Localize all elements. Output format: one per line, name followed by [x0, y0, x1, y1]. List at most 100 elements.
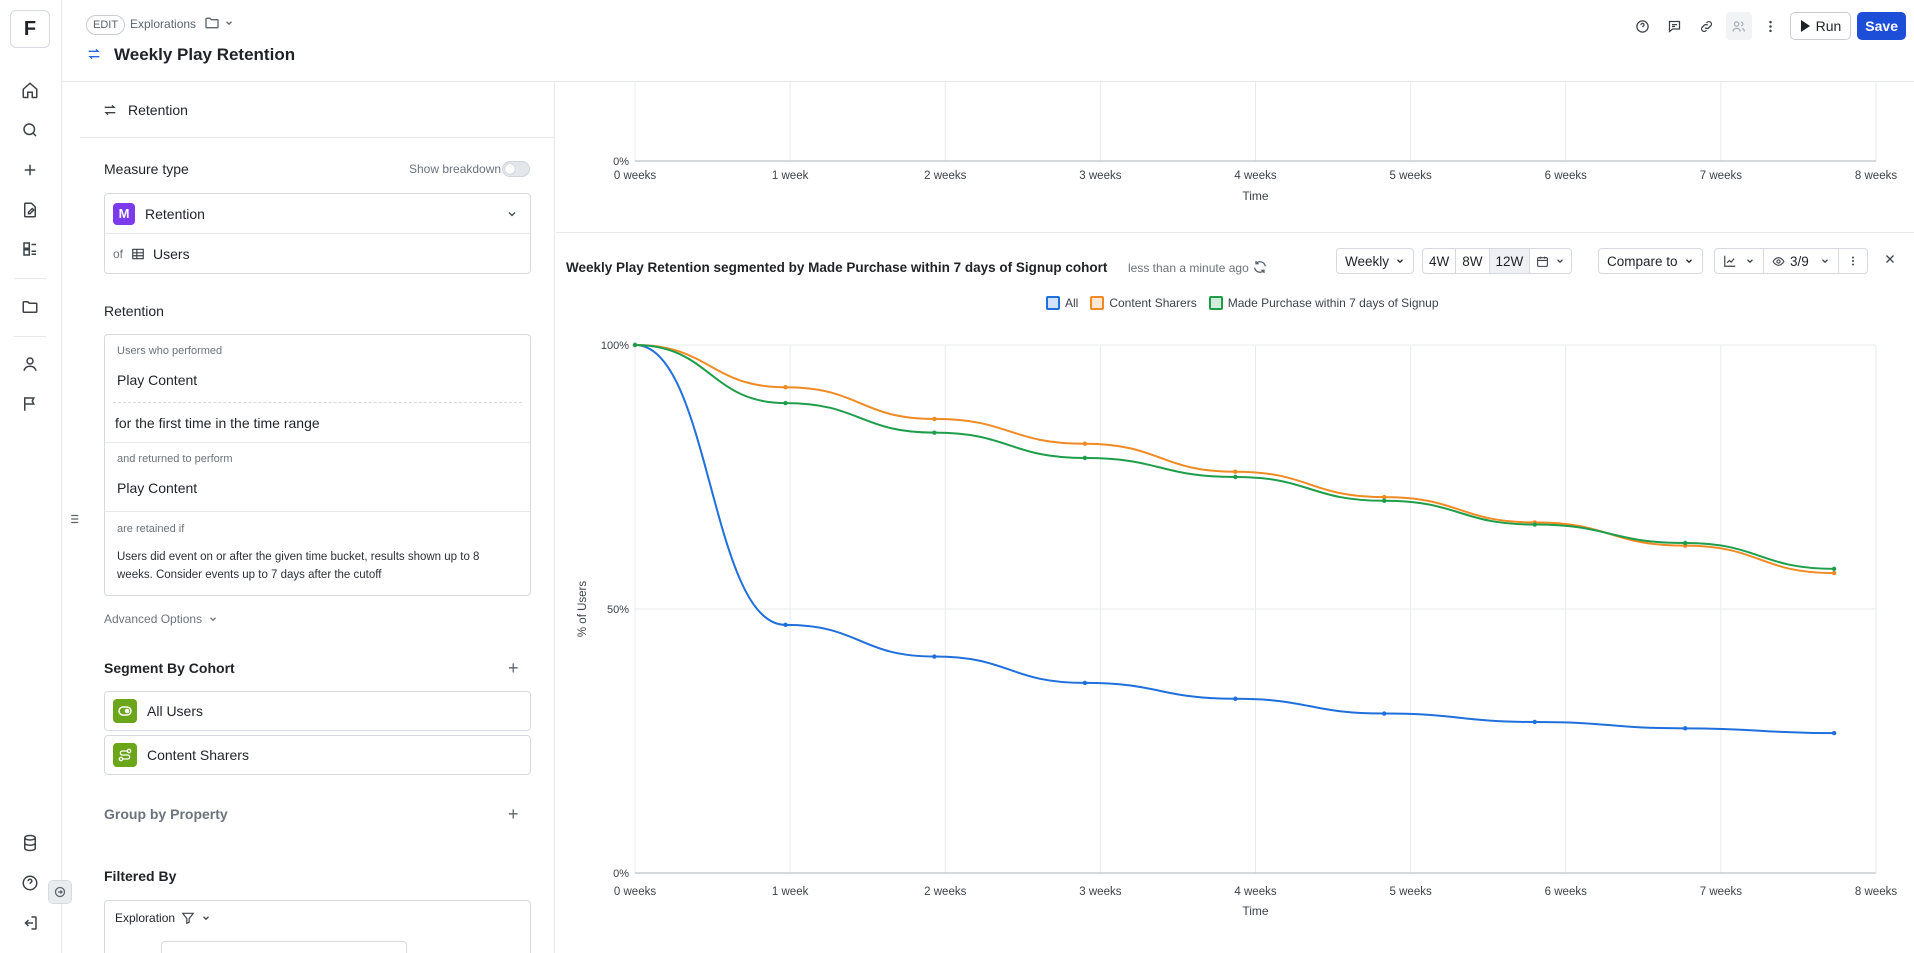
x-tick-label: 3 weeks	[1079, 886, 1121, 898]
chart-options: 3/9	[1714, 248, 1868, 274]
collapse-panel-button[interactable]	[48, 880, 72, 904]
panel-header: Retention	[80, 82, 554, 138]
performed-event[interactable]: Play Content	[117, 372, 198, 388]
flag-icon[interactable]	[17, 391, 43, 417]
help-icon[interactable]	[1630, 12, 1656, 40]
legend-swatch	[1208, 296, 1223, 310]
legend-label: Made Purchase within 7 days of Signup	[1227, 296, 1439, 310]
measure-badge: M	[113, 202, 135, 225]
measure-select[interactable]: M Retention	[105, 194, 530, 234]
help-icon[interactable]	[17, 870, 43, 896]
x-tick-label: 0 weeks	[614, 886, 656, 898]
returned-event[interactable]: Play Content	[117, 480, 198, 496]
path-cohort-icon	[113, 743, 137, 767]
y-tick-label: 100%	[601, 340, 629, 352]
data-point	[1233, 474, 1238, 480]
page-title[interactable]: Weekly Play Retention	[114, 45, 296, 64]
data-point	[1682, 540, 1688, 546]
more-vertical-icon[interactable]	[1758, 12, 1784, 40]
data-point	[783, 622, 788, 628]
data-point	[1082, 441, 1088, 446]
line-chart-icon	[1724, 255, 1736, 267]
logout-icon[interactable]	[17, 910, 43, 936]
series-line-content-sharers	[634, 344, 1835, 575]
range-selector: 4W 8W 12W	[1422, 248, 1573, 274]
chevron-down-icon	[1747, 259, 1753, 264]
edit-document-icon[interactable]	[17, 197, 43, 223]
filter-chip[interactable]	[161, 941, 407, 953]
add-cohort-icon[interactable]: +	[508, 658, 519, 678]
retention-title: Retention	[104, 303, 164, 319]
of-entity-row[interactable]: of Users	[105, 234, 530, 273]
range-8w[interactable]: 8W	[1456, 249, 1490, 273]
refresh-icon[interactable]	[1252, 259, 1268, 280]
filter-scope[interactable]: Exploration	[115, 911, 211, 925]
data-point	[1831, 566, 1837, 572]
link-icon[interactable]	[1694, 12, 1720, 40]
series-line-all	[634, 344, 1835, 735]
cohort-item[interactable]: All Users	[104, 691, 531, 731]
chart-title[interactable]: Weekly Play Retention segmented by Made …	[566, 260, 1108, 275]
left-rail: F	[0, 0, 62, 953]
x-tick-label: 7 weeks	[1700, 170, 1742, 182]
visible-series-count: 3/9	[1790, 253, 1809, 269]
cohort-item[interactable]: Content Sharers	[104, 735, 531, 775]
legend-item[interactable]: Content Sharers	[1090, 296, 1197, 310]
x-tick-label: 8 weeks	[1855, 886, 1897, 898]
x-tick-label: 1 week	[772, 170, 809, 182]
comment-icon[interactable]	[1662, 12, 1688, 40]
filter-scope-label: Exploration	[115, 911, 176, 925]
date-picker-button[interactable]	[1530, 249, 1571, 273]
search-icon[interactable]	[17, 117, 43, 143]
chevron-down-icon	[508, 211, 516, 216]
share-users-icon[interactable]	[1725, 12, 1752, 40]
time-condition[interactable]: for the first time in the time range	[115, 415, 320, 431]
x-tick-label: 2 weeks	[924, 170, 966, 182]
outline-list-icon[interactable]	[66, 512, 80, 531]
retained-label: are retained if	[117, 523, 185, 535]
interval-value: Weekly	[1345, 253, 1390, 269]
user-icon[interactable]	[17, 351, 43, 377]
plus-icon[interactable]	[17, 157, 43, 183]
legend-item[interactable]: Made Purchase within 7 days of Signup	[1208, 296, 1439, 310]
interval-select[interactable]: Weekly	[1336, 248, 1415, 274]
advanced-options-toggle[interactable]: Advanced Options	[104, 612, 218, 626]
run-button[interactable]: Run	[1789, 12, 1852, 40]
breadcrumb[interactable]: Explorations	[130, 17, 197, 31]
x-tick-label: 7 weeks	[1700, 886, 1742, 898]
group-by-property-title: Group by Property	[104, 806, 228, 822]
folder-menu-button[interactable]	[204, 15, 234, 31]
chart-divider	[556, 232, 1914, 233]
templates-icon[interactable]	[17, 236, 43, 262]
close-icon[interactable]	[1884, 252, 1896, 268]
edit-badge[interactable]: EDIT	[86, 15, 126, 35]
cohort-label: All Users	[147, 703, 204, 719]
x-tick-label: 8 weeks	[1855, 170, 1897, 182]
legend-label: All	[1065, 296, 1079, 310]
query-panel: Retention Measure type Show breakdown M …	[80, 82, 555, 953]
visible-series-button[interactable]: 3/9	[1764, 249, 1839, 273]
retained-description[interactable]: Users did event on or after the given ti…	[117, 551, 480, 581]
folder-icon[interactable]	[17, 294, 43, 320]
database-icon[interactable]	[17, 830, 43, 856]
home-icon[interactable]	[17, 77, 43, 103]
chart-type-button[interactable]	[1715, 249, 1764, 273]
x-tick-label: 5 weeks	[1390, 886, 1432, 898]
save-button[interactable]: Save	[1857, 12, 1906, 40]
divider	[105, 511, 530, 512]
show-breakdown-toggle[interactable]	[502, 161, 530, 177]
data-point	[1382, 711, 1387, 716]
series-line-made-purchase-within-7-days-of-signup	[634, 344, 1835, 570]
rail-divider	[14, 278, 46, 279]
add-group-icon[interactable]: +	[508, 804, 519, 824]
legend-item[interactable]: All	[1046, 296, 1078, 310]
data-point	[1382, 498, 1387, 503]
chevron-down-icon	[1397, 259, 1403, 264]
chevron-down-icon	[1685, 259, 1692, 264]
app-logo[interactable]: F	[10, 10, 50, 48]
chart-more-button[interactable]	[1839, 249, 1867, 273]
range-4w[interactable]: 4W	[1423, 249, 1457, 273]
compare-to-select[interactable]: Compare to	[1598, 248, 1703, 274]
range-12w[interactable]: 12W	[1489, 249, 1531, 273]
data-point	[932, 654, 937, 659]
